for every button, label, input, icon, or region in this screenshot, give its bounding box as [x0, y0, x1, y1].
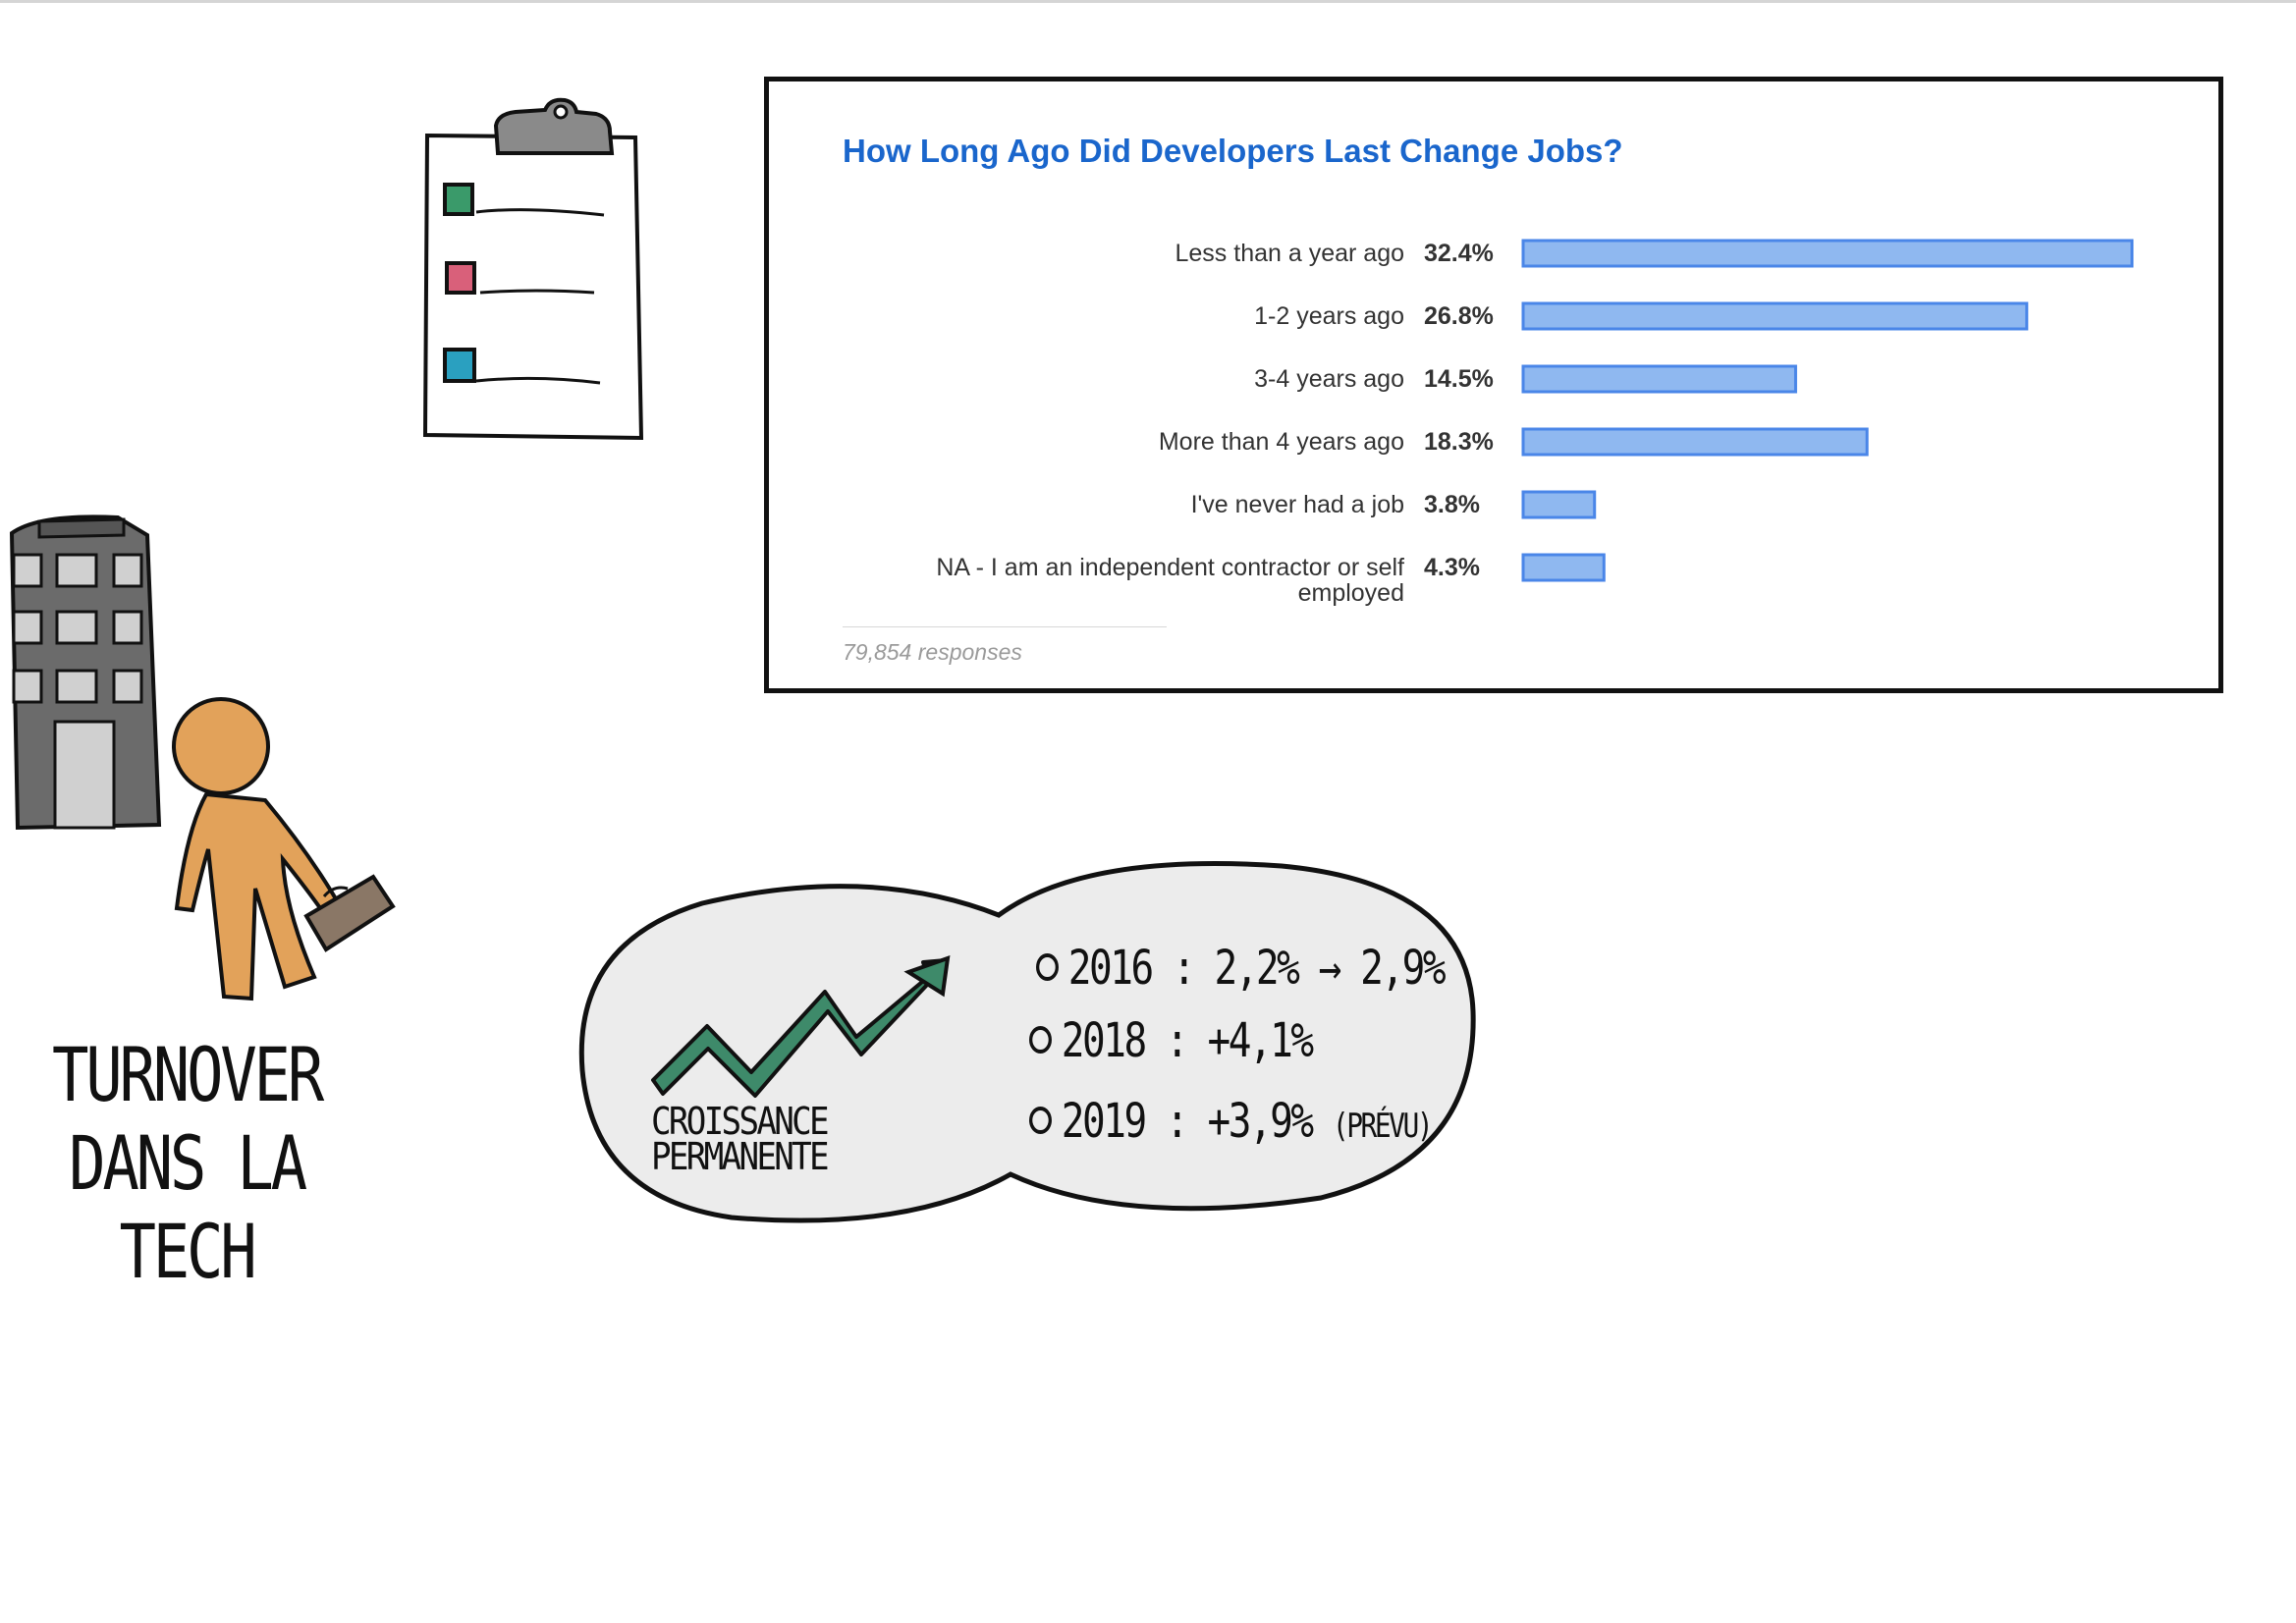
- value-label: 3.8%: [1424, 491, 1480, 518]
- bullet-icon: [1036, 953, 1059, 981]
- office-building-icon: [9, 514, 162, 831]
- stat-text: 2016 : 2,2% → 2,9%: [1067, 941, 1447, 996]
- person-leaving-icon: [172, 697, 396, 1001]
- speech-bubble: [578, 861, 1476, 1223]
- value-label: 14.5%: [1424, 365, 1494, 393]
- category-label: Less than a year ago: [1175, 240, 1405, 267]
- category-label: I've never had a job: [1191, 491, 1404, 518]
- stat-item: 2016 : 2,2% → 2,9%: [1036, 941, 1447, 996]
- stat-item: 2019 : +3,9% (PRÉVU): [1029, 1094, 1434, 1149]
- bar: [1521, 239, 2134, 268]
- value-label: 18.3%: [1424, 428, 1494, 456]
- heading-line: DANS LA: [69, 1119, 307, 1207]
- footer-divider: [843, 626, 1167, 627]
- turnover-heading: TURNOVER DANS LA TECH: [41, 1031, 331, 1296]
- checkbox-green: [443, 183, 474, 216]
- value-label: 4.3%: [1424, 554, 1480, 581]
- category-label: More than 4 years ago: [1159, 428, 1404, 456]
- clipboard-icon: [422, 97, 644, 441]
- responses-count: 79,854 responses: [843, 639, 1022, 665]
- bar: [1521, 364, 1797, 394]
- stat-item: 2018 : +4,1%: [1029, 1013, 1314, 1068]
- caption-line: CROISSANCE: [651, 1100, 830, 1143]
- heading-line: TECH: [119, 1208, 257, 1295]
- checkbox-pink: [445, 261, 476, 295]
- category-label: 1-2 years ago: [1254, 302, 1404, 330]
- bar: [1521, 301, 2029, 331]
- checkbox-teal: [443, 348, 476, 383]
- bar: [1521, 427, 1869, 457]
- stat-text: 2018 : +4,1%: [1061, 1013, 1314, 1068]
- bullet-icon: [1029, 1107, 1052, 1134]
- stat-note: (PRÉVU): [1332, 1107, 1434, 1146]
- stat-text: 2019 : +3,9%: [1061, 1094, 1314, 1149]
- top-rule: [0, 0, 2296, 3]
- bullet-icon: [1029, 1026, 1052, 1054]
- value-label: 26.8%: [1424, 302, 1494, 330]
- heading-line: TURNOVER: [52, 1031, 324, 1118]
- caption-line: PERMANENTE: [651, 1135, 830, 1178]
- bar: [1521, 553, 1606, 582]
- bubble-caption: CROISSANCE PERMANENTE: [651, 1100, 830, 1178]
- value-label: 32.4%: [1424, 240, 1494, 267]
- category-label: NA - I am an independent contractor or s…: [936, 554, 1404, 607]
- survey-chart-card: How Long Ago Did Developers Last Change …: [764, 77, 2223, 693]
- category-label: 3-4 years ago: [1254, 365, 1404, 393]
- bar-chart: Less than a year ago 32.4% 1-2 years ago 26…: [936, 239, 2134, 607]
- bar: [1521, 490, 1597, 519]
- chart-title: How Long Ago Did Developers Last Change …: [843, 133, 1623, 169]
